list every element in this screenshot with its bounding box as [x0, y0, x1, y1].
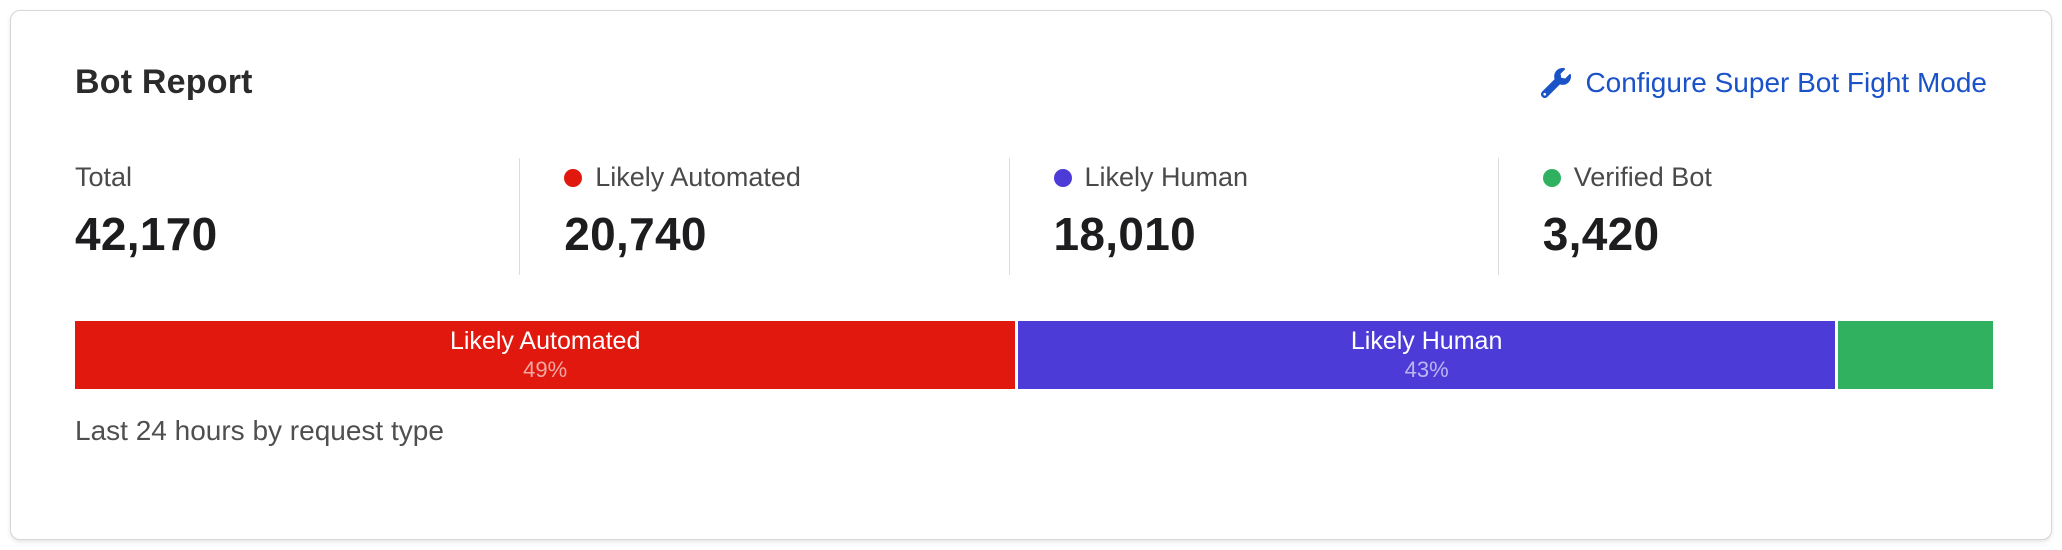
bar-segment-verified-bot[interactable] — [1837, 321, 1993, 389]
stat-value: 42,170 — [75, 208, 218, 260]
stat-label: Verified Bot — [1573, 162, 1712, 192]
stat-likely-human: Likely Human 18,010 — [1008, 158, 1498, 275]
stats-row: Total 42,170 Likely Automated 20,740 Lik… — [75, 158, 1987, 275]
legend-dot-verified-bot — [1542, 168, 1561, 187]
legend-dot-likely-automated — [564, 168, 583, 187]
stat-label: Likely Human — [1084, 162, 1249, 192]
wrench-icon — [1541, 67, 1572, 98]
segment-percent: 49% — [523, 357, 568, 383]
stat-label: Total — [75, 162, 133, 192]
stat-value: 3,420 — [1542, 208, 1660, 260]
stat-value: 20,740 — [564, 208, 707, 260]
segment-label: Likely Automated — [449, 326, 641, 355]
page-title: Bot Report — [75, 63, 253, 101]
card-header: Bot Report Configure Super Bot Fight Mod… — [75, 63, 1987, 102]
footnote: Last 24 hours by request type — [75, 415, 444, 446]
segment-label: Likely Human — [1350, 326, 1503, 355]
segment-percent: 43% — [1404, 357, 1449, 383]
bar-segment-likely-automated[interactable]: Likely Automated 49% — [75, 321, 1016, 389]
stat-label: Likely Automated — [595, 162, 801, 192]
bar-segment-likely-human[interactable]: Likely Human 43% — [1018, 321, 1835, 389]
configure-super-bot-fight-mode-link[interactable]: Configure Super Bot Fight Mode — [1541, 67, 1987, 99]
stacked-bar-chart: Likely Automated 49% Likely Human 43% — [75, 321, 1993, 389]
configure-link-label: Configure Super Bot Fight Mode — [1585, 66, 1987, 98]
stat-value: 18,010 — [1053, 208, 1196, 260]
legend-dot-likely-human — [1053, 168, 1072, 187]
bot-report-card: Bot Report Configure Super Bot Fight Mod… — [10, 10, 2052, 540]
stat-total: Total 42,170 — [75, 158, 519, 275]
stat-likely-automated: Likely Automated 20,740 — [519, 158, 1008, 275]
stat-verified-bot: Verified Bot 3,420 — [1497, 158, 1987, 275]
